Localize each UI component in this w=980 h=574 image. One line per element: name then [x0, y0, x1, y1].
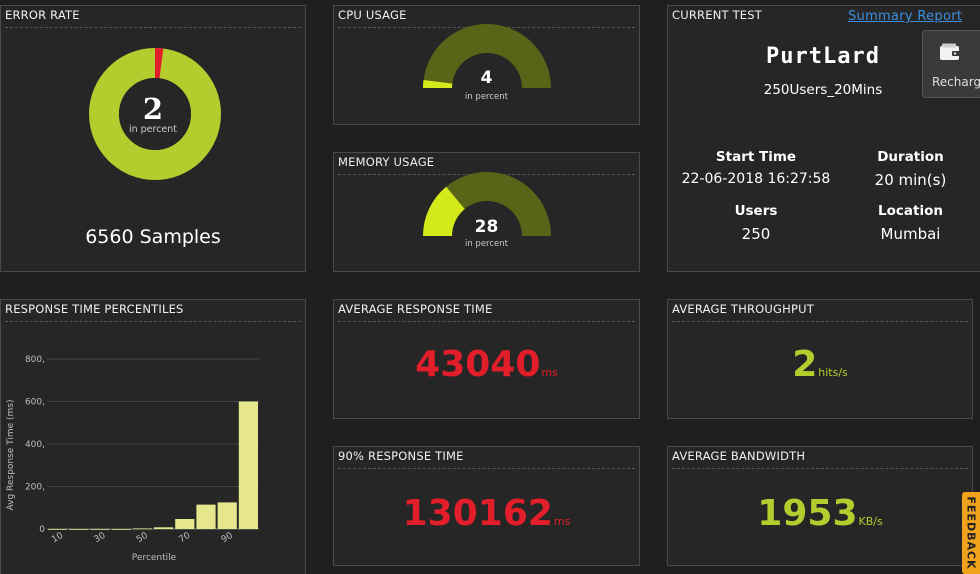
- feedback-label: FEEDBACK: [964, 496, 978, 570]
- percentiles-chart: 0 200, 400, 600, 800, 10 30 50 70 90 Avg Respons…: [6, 355, 259, 563]
- avg-throughput-panel: AVERAGE THROUGHPUT 2hits/s: [667, 299, 973, 419]
- percentile-bar: [90, 529, 110, 530]
- y-tick-label: 400,: [25, 440, 45, 450]
- percentile-bar: [196, 504, 216, 529]
- error-rate-unit: in percent: [128, 124, 178, 135]
- duration-label: Duration: [877, 149, 944, 165]
- percentile-bar: [238, 401, 258, 529]
- wallet-icon: [940, 43, 960, 60]
- p90-response-title: 90% RESPONSE TIME: [338, 449, 464, 463]
- avg-throughput-metric: 2hits/s: [668, 344, 972, 385]
- recharge-label: Recharg: [932, 75, 980, 89]
- x-tick-label: 90: [220, 531, 235, 546]
- start-time-value: 22-06-2018 16:27:58: [681, 171, 831, 187]
- avg-bandwidth-metric: 1953KB/s: [668, 493, 972, 534]
- error-rate-samples: 6560 Samples: [85, 226, 221, 248]
- p90-response-unit: ms: [553, 515, 571, 528]
- p90-response-value: 130162: [402, 493, 553, 534]
- logo-text: PurtLard: [766, 44, 880, 69]
- avg-throughput-unit: hits/s: [818, 366, 848, 379]
- error-rate-value: 2: [142, 92, 164, 126]
- avg-bandwidth-title: AVERAGE BANDWIDTH: [672, 449, 806, 463]
- memory-unit: in percent: [464, 239, 508, 249]
- avg-response-unit: ms: [541, 366, 558, 379]
- x-axis-label: Percentile: [132, 553, 177, 563]
- avg-throughput-value: 2: [792, 344, 818, 385]
- users-value: 250: [741, 225, 771, 243]
- error-rate-title: ERROR RATE: [5, 8, 80, 22]
- duration-value: 20 min(s): [874, 171, 947, 189]
- avg-bandwidth-panel: AVERAGE BANDWIDTH 1953KB/s: [667, 446, 973, 566]
- avg-response-panel: AVERAGE RESPONSE TIME 43040ms: [333, 299, 640, 419]
- summary-report-link[interactable]: Summary Report: [848, 9, 963, 24]
- percentile-bar: [69, 529, 89, 530]
- x-tick-label: 70: [177, 531, 192, 546]
- cpu-gauge-fill: [423, 79, 453, 88]
- percentile-bar: [217, 502, 237, 529]
- cpu-usage-title: CPU USAGE: [338, 8, 407, 22]
- memory-usage-title: MEMORY USAGE: [338, 155, 435, 169]
- location-label: Location: [878, 203, 943, 219]
- memory-value: 28: [474, 217, 499, 237]
- avg-response-title: AVERAGE RESPONSE TIME: [338, 302, 493, 316]
- y-tick-label: 600,: [25, 398, 45, 408]
- start-time-label: Start Time: [715, 149, 797, 165]
- error-rate-donut: [89, 47, 221, 180]
- avg-response-metric: 43040ms: [334, 344, 639, 385]
- y-tick-label: 200,: [25, 483, 45, 493]
- cpu-gauge: [423, 24, 551, 88]
- memory-gauge-fill: [423, 186, 465, 236]
- avg-response-value: 43040: [415, 344, 541, 385]
- recharge-button[interactable]: Recharg: [922, 30, 980, 98]
- percentiles-panel: RESPONSE TIME PERCENTILES 0 200, 400, 600, 8…: [0, 299, 306, 574]
- users-label: Users: [734, 203, 778, 219]
- y-axis-label: Avg Response Time (ms): [6, 400, 16, 511]
- x-tick-label: 50: [135, 531, 150, 546]
- location-value: Mumbai: [880, 225, 941, 243]
- feedback-tab[interactable]: FEEDBACK: [962, 492, 980, 574]
- memory-usage-panel: MEMORY USAGE 28 in percent: [333, 152, 640, 272]
- x-tick-label: 30: [93, 531, 108, 546]
- y-tick-label: 0: [39, 525, 45, 535]
- cpu-unit: in percent: [464, 92, 508, 102]
- p90-response-panel: 90% RESPONSE TIME 130162ms: [333, 446, 640, 566]
- x-tick-label: 10: [50, 531, 65, 546]
- memory-gauge: [423, 172, 551, 236]
- avg-bandwidth-value: 1953: [757, 493, 858, 534]
- error-rate-panel: ERROR RATE 2 in percent 6560 Samples: [0, 5, 306, 272]
- test-name: 250Users_20Mins: [763, 82, 883, 98]
- percentile-bar: [154, 527, 174, 529]
- percentile-bar: [111, 529, 131, 530]
- cpu-value: 4: [480, 68, 493, 88]
- avg-bandwidth-unit: KB/s: [858, 515, 883, 528]
- percentiles-title: RESPONSE TIME PERCENTILES: [5, 302, 184, 316]
- y-tick-label: 800,: [25, 355, 45, 365]
- percentile-bar: [175, 519, 195, 529]
- percentile-bar: [48, 529, 68, 530]
- cpu-usage-panel: CPU USAGE 4 in percent: [333, 5, 640, 125]
- p90-response-metric: 130162ms: [334, 493, 639, 534]
- current-test-title: CURRENT TEST: [672, 8, 762, 22]
- avg-throughput-title: AVERAGE THROUGHPUT: [672, 302, 814, 316]
- percentile-bar: [132, 528, 152, 530]
